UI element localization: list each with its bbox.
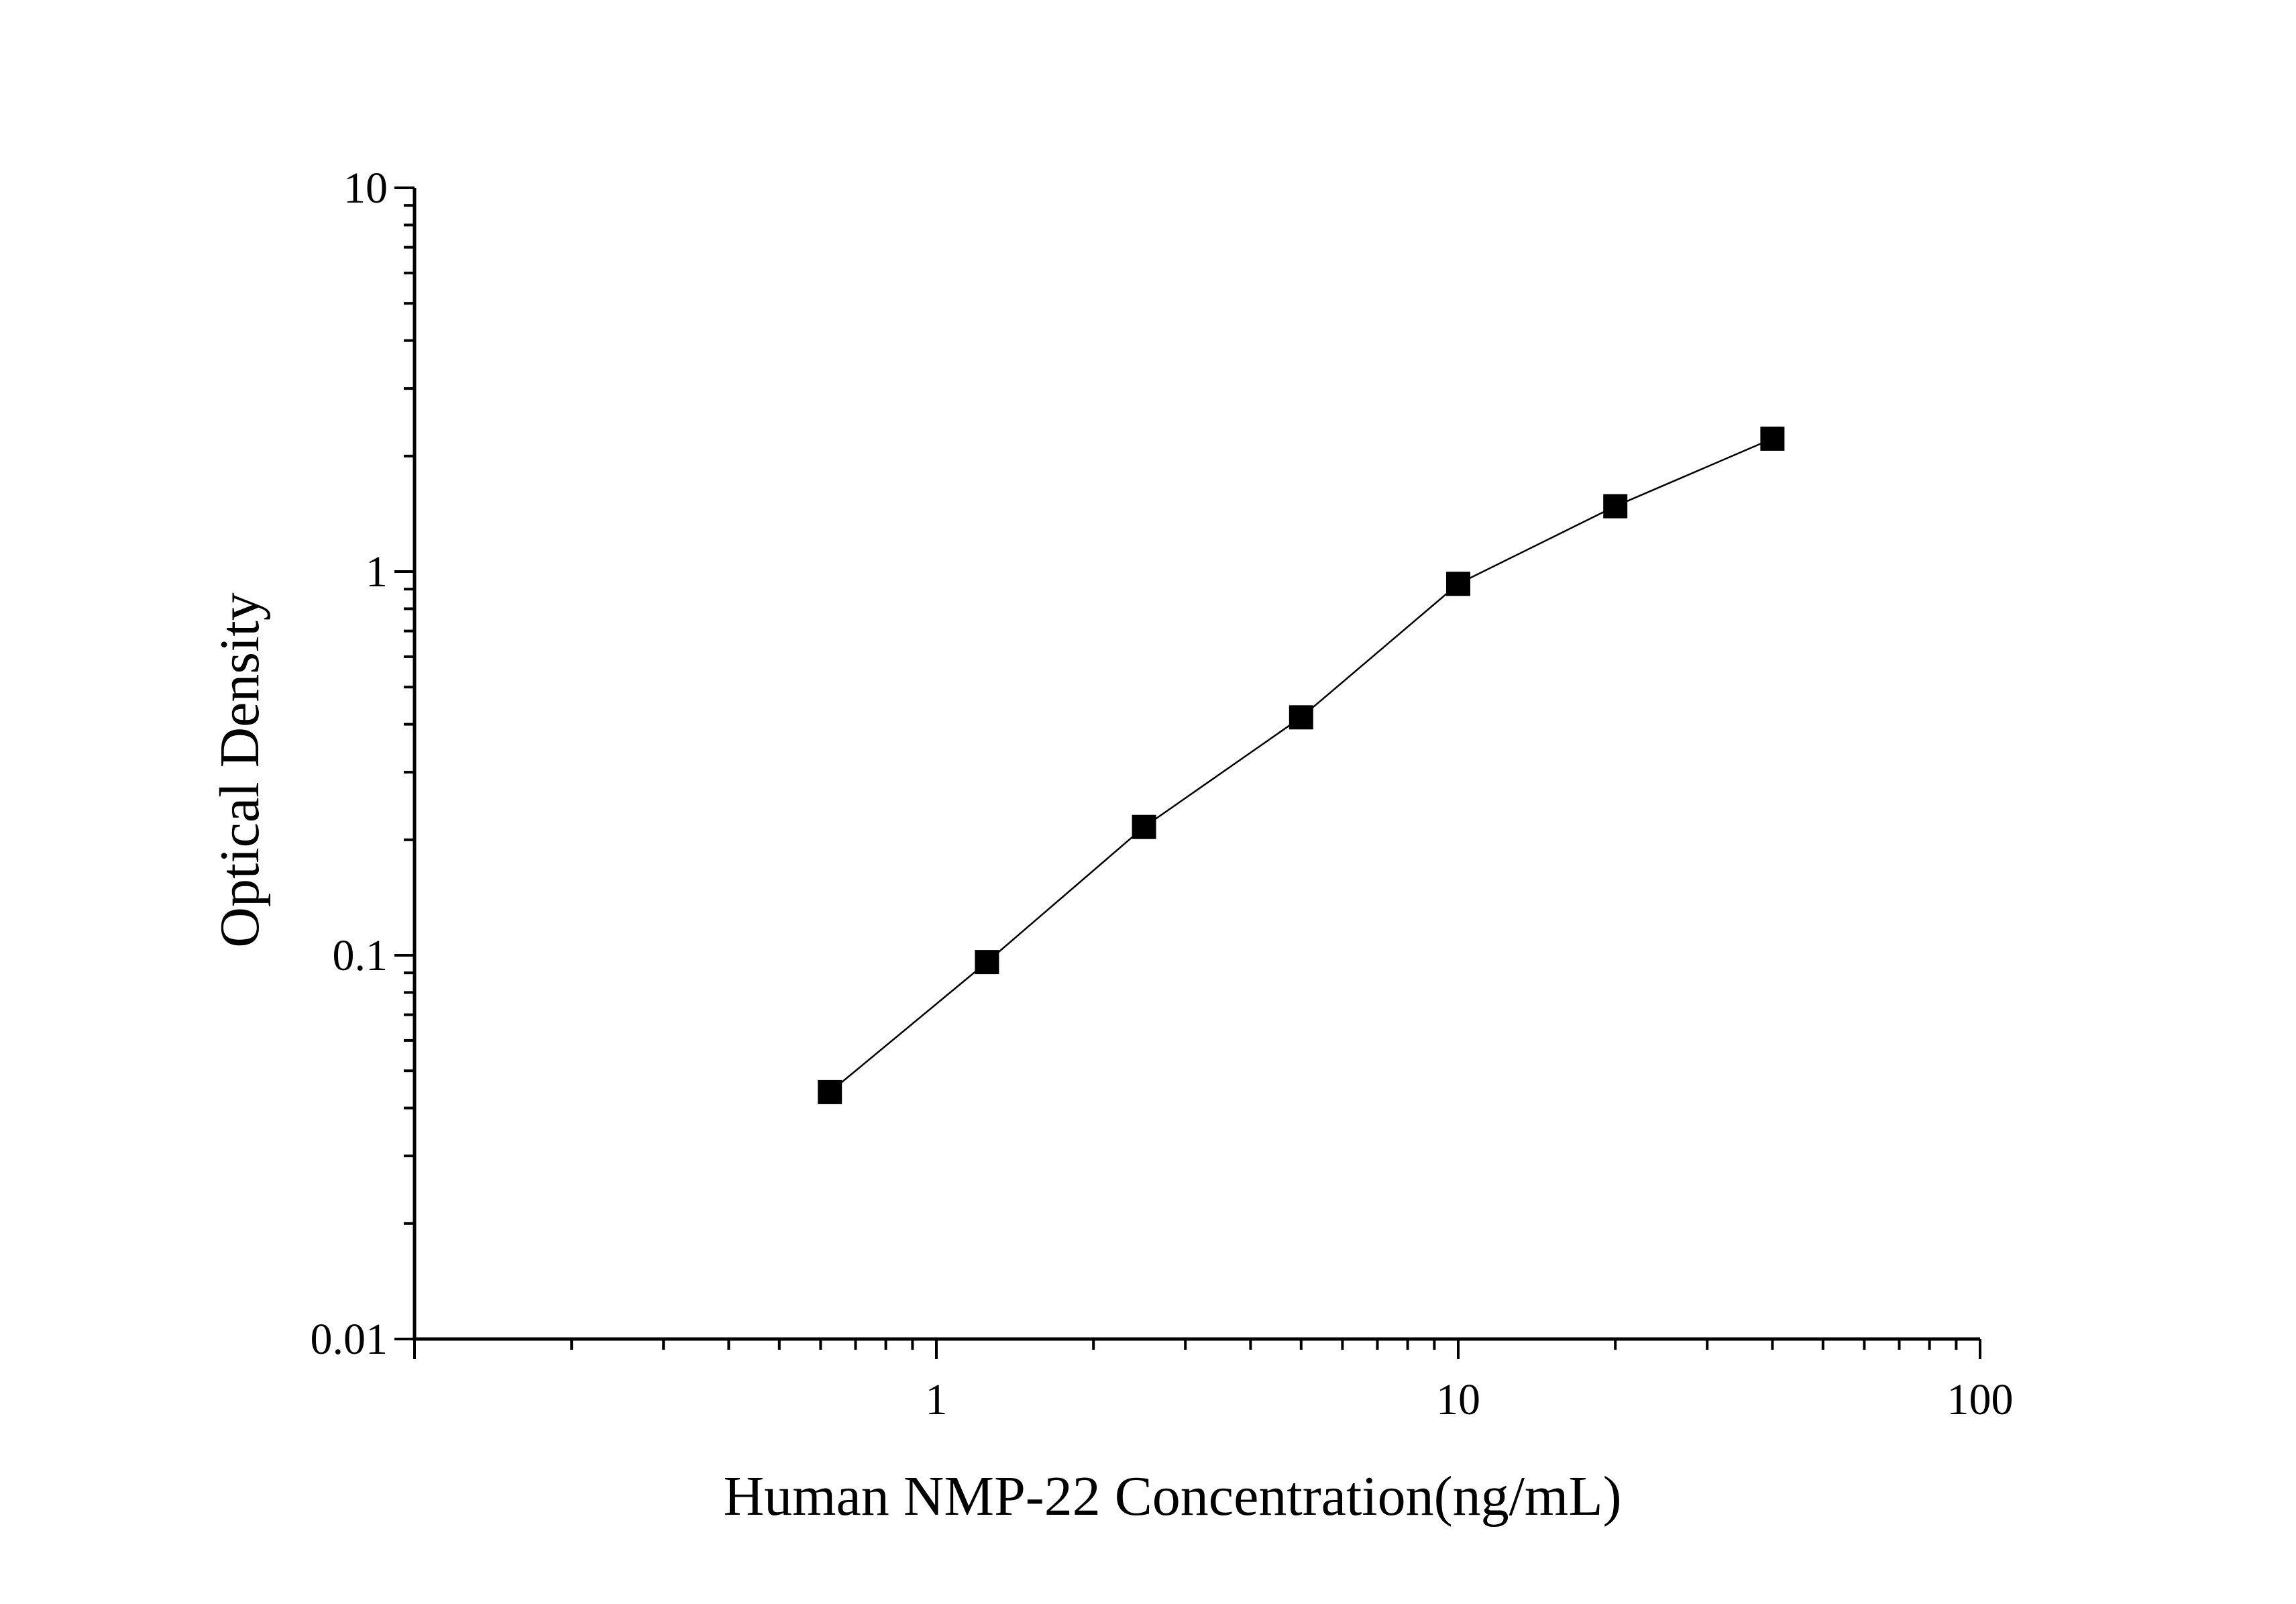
data-point-marker bbox=[975, 950, 999, 975]
x-axis-title: Human NMP-22 Concentration(ng/mL) bbox=[723, 1465, 1621, 1528]
x-tick-label: 10 bbox=[1436, 1375, 1480, 1424]
y-tick-label: 10 bbox=[343, 164, 388, 213]
data-point-marker bbox=[1132, 814, 1156, 839]
y-tick-label: 1 bbox=[366, 547, 388, 596]
series-line bbox=[829, 437, 1773, 1093]
y-axis-tick-labels: 0.01 0.1 1 10 bbox=[311, 164, 388, 1364]
x-tick-label: 100 bbox=[1947, 1375, 2014, 1424]
series-markers bbox=[818, 426, 1785, 1104]
y-tick-label: 0.1 bbox=[333, 931, 388, 980]
y-tick-label: 0.01 bbox=[311, 1315, 388, 1364]
data-point-marker bbox=[1760, 426, 1785, 451]
data-point-marker bbox=[1603, 494, 1628, 519]
data-point-marker bbox=[818, 1079, 842, 1104]
x-tick-label: 1 bbox=[926, 1375, 948, 1424]
data-point-marker bbox=[1289, 705, 1313, 730]
axes bbox=[413, 188, 1980, 1341]
y-axis-title: Optical Density bbox=[209, 592, 271, 948]
x-axis-ticks bbox=[413, 1339, 1981, 1359]
series bbox=[818, 426, 1785, 1104]
data-point-marker bbox=[1446, 572, 1470, 596]
x-axis-tick-labels: 1 10 100 bbox=[926, 1375, 2014, 1424]
y-axis-ticks bbox=[394, 186, 415, 1340]
